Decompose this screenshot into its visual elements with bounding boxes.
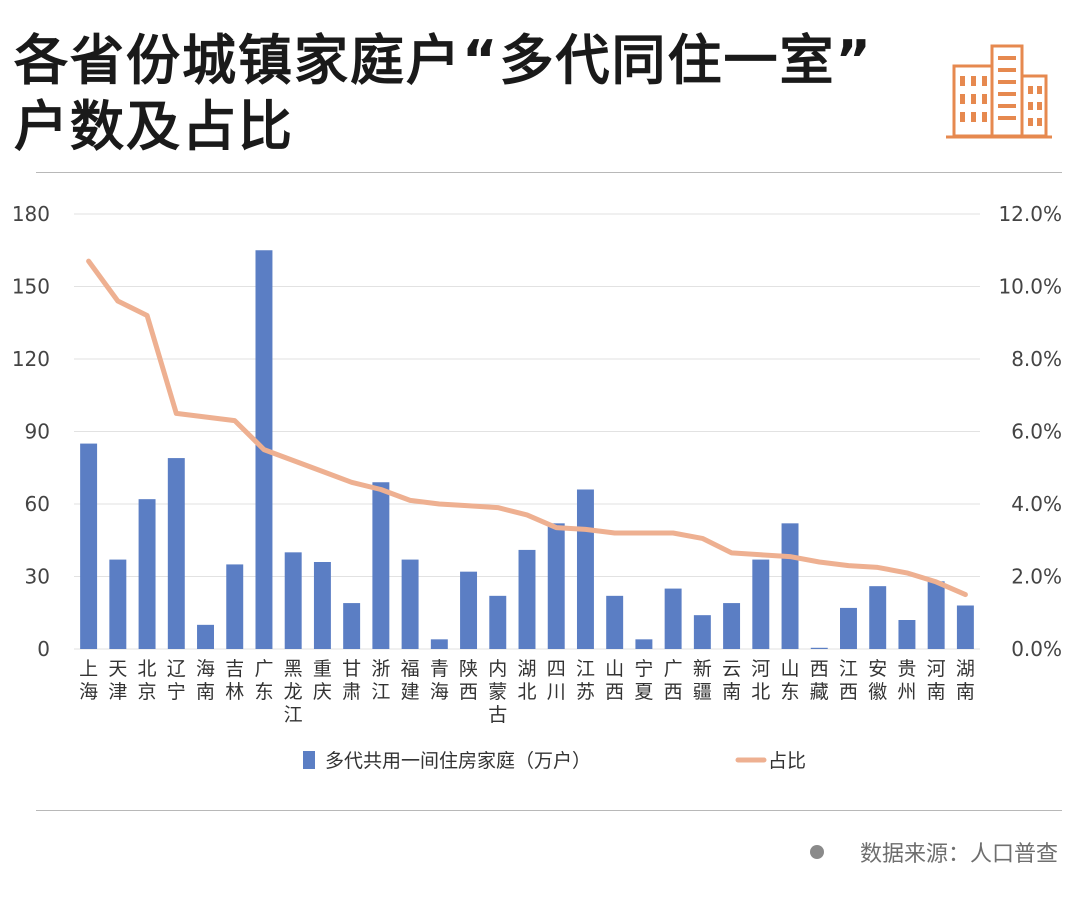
x-tick-label: 青海: [430, 658, 449, 703]
x-tick-label: 重庆: [313, 658, 332, 703]
bar-上海: [80, 443, 98, 649]
bar-北京: [138, 499, 156, 649]
bar-福建: [401, 559, 419, 649]
y-right-tick-label: 10.0%: [998, 275, 1062, 299]
x-tick-label: 北京: [138, 658, 157, 703]
bar-海南: [197, 624, 214, 649]
bar-湖南: [956, 605, 974, 649]
legend-line-label: 占比: [768, 750, 806, 772]
x-tick-label: 云南: [722, 658, 741, 703]
legend-bar-swatch: [303, 751, 315, 769]
bar-陕西: [460, 571, 478, 649]
x-tick-label: 吉林: [225, 658, 244, 703]
bar-西藏: [810, 647, 828, 649]
x-tick-label: 甘肃: [342, 658, 361, 703]
bar-安徽: [869, 586, 887, 649]
x-tick-label: 山东: [781, 658, 800, 703]
source-text: 数据来源：人口普查: [859, 842, 1058, 867]
x-tick-label: 湖北: [517, 658, 536, 703]
x-tick-label: 河南: [927, 658, 946, 703]
bar-line-chart: 0 30 60 90 120 150 180 0.0% 2.0% 4.0% 6.0% 8.0% 10.…: [12, 202, 1062, 772]
y-left-tick-label: 90: [25, 420, 50, 444]
x-tick-label: 广西: [664, 658, 683, 703]
x-tick-label: 安徽: [868, 658, 887, 703]
x-tick-label: 贵州: [897, 658, 916, 703]
bar-吉林: [226, 564, 244, 649]
x-tick-label: 海南: [196, 658, 215, 703]
legend-bar-label: 多代共用一间住房家庭（万户）: [325, 750, 591, 772]
y-right-tick-label: 4.0%: [1011, 492, 1062, 516]
ratio-line: [86, 258, 968, 598]
y-left-tick-label: 150: [12, 275, 50, 299]
bar-湖北: [518, 549, 536, 649]
y-left-tick-label: 30: [25, 565, 50, 589]
y-right-tick-label: 2.0%: [1011, 565, 1062, 589]
bar-浙江: [372, 482, 390, 649]
x-tick-label: 天津: [108, 658, 127, 703]
y-left-tick-label: 0: [37, 637, 50, 661]
x-tick-label: 湖南: [956, 658, 975, 703]
x-tick-label: 四川: [547, 658, 566, 703]
x-tick-label: 山西: [605, 658, 624, 703]
source-note: 数据来源：人口普查: [809, 836, 1058, 868]
bar-山西: [606, 595, 624, 649]
bar-内蒙古: [489, 595, 507, 649]
x-tick-label: 江西: [839, 658, 858, 703]
bar-四川: [547, 523, 565, 649]
x-tick-label: 宁夏: [634, 658, 653, 703]
bullet-dot: [809, 845, 824, 859]
x-tick-label: 西藏: [810, 658, 829, 703]
bar-重庆: [313, 562, 331, 649]
bar-宁夏: [635, 639, 653, 649]
bar-江苏: [576, 489, 594, 649]
x-tick-label: 新疆: [693, 658, 712, 703]
bar-云南: [723, 603, 741, 649]
x-tick-label: 江苏: [576, 658, 595, 703]
x-tick-label: 河北: [751, 658, 770, 703]
bar-青海: [430, 639, 448, 649]
bar-江西: [840, 607, 857, 649]
x-tick-label: 辽宁: [167, 658, 186, 703]
x-tick-label: 福建: [401, 658, 420, 703]
x-tick-label: 上海: [79, 658, 98, 703]
title-line-2: 户数及占比: [14, 95, 294, 158]
chart-title: 各省份城镇家庭户“多代同住一室” 户数及占比: [14, 28, 914, 160]
bar-山东: [781, 523, 799, 649]
x-tick-label: 广东: [254, 658, 273, 703]
y-left-tick-label: 180: [12, 202, 50, 226]
title-line-1: 各省份城镇家庭户“多代同住一室”: [14, 29, 873, 92]
y-right-tick-label: 0.0%: [1011, 637, 1062, 661]
y-left-tick-label: 60: [25, 492, 50, 516]
y-right-tick-label: 12.0%: [998, 202, 1062, 226]
x-tick-label: 内蒙古: [488, 658, 507, 726]
x-tick-label: 黑龙江: [284, 658, 303, 726]
bar-辽宁: [167, 458, 185, 649]
bar-天津: [109, 559, 127, 649]
y-left-tick-label: 120: [12, 347, 50, 371]
top-divider: [36, 172, 1062, 173]
x-tick-label: 浙江: [371, 658, 390, 703]
bar-黑龙江: [284, 552, 302, 649]
bar-甘肃: [343, 603, 361, 649]
y-right-tick-label: 8.0%: [1011, 347, 1062, 371]
bar-广西: [664, 588, 682, 649]
bar-河南: [927, 581, 945, 649]
buildings-icon: [946, 44, 1052, 139]
bar-河北: [752, 559, 770, 649]
y-right-tick-label: 6.0%: [1011, 420, 1062, 444]
bar-贵州: [898, 620, 916, 649]
bar-新疆: [693, 615, 711, 649]
bottom-divider: [36, 810, 1062, 811]
x-tick-label: 陕西: [459, 658, 478, 703]
